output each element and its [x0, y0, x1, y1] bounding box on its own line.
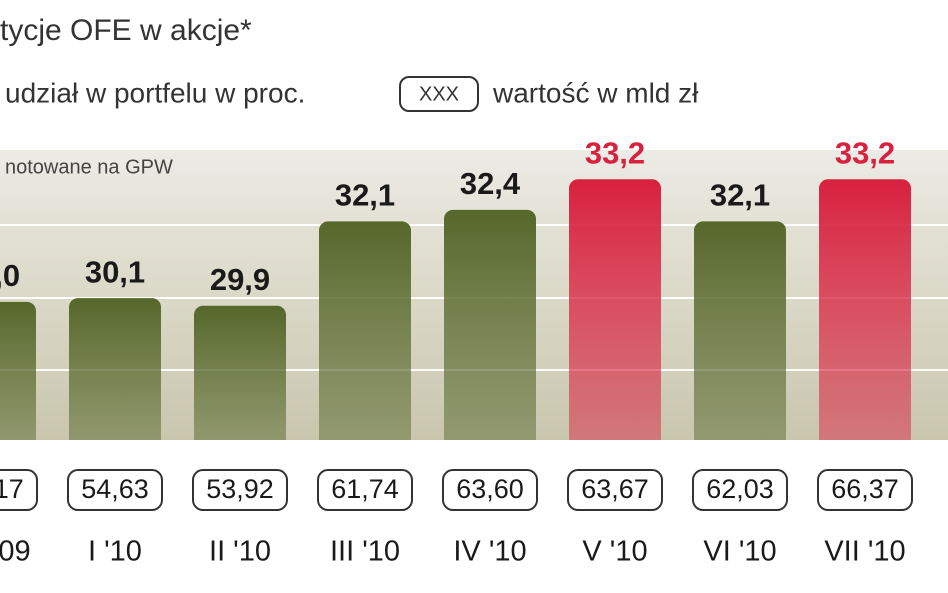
- amount-label: 63,60: [456, 474, 524, 504]
- x-tick-label: V '10: [582, 536, 647, 568]
- legend-box: [399, 76, 479, 112]
- chart-title: tycje OFE w akcje*: [0, 14, 252, 47]
- bar: [194, 305, 286, 452]
- bar: [819, 179, 911, 452]
- baseline-cover: [0, 440, 948, 460]
- bar: [569, 179, 661, 452]
- bar: [694, 221, 786, 452]
- legend-sample: XXX: [419, 83, 459, 105]
- amount-label: 62,03: [706, 474, 774, 504]
- x-tick-label: I '10: [88, 536, 142, 568]
- x-tick-label: IV '10: [453, 536, 526, 568]
- amount-label: 53,92: [206, 474, 274, 504]
- legend-label: udział w portfelu w proc.: [5, 77, 305, 108]
- amount-label: 54,63: [81, 474, 149, 504]
- value-label: 30,0: [0, 258, 20, 293]
- x-tick-label: XII '09: [0, 536, 31, 568]
- amount-label: 63,67: [581, 474, 649, 504]
- amount-box: [317, 469, 413, 511]
- value-label: 30,1: [85, 254, 145, 289]
- bar: [69, 298, 161, 452]
- x-tick-label: III '10: [330, 536, 400, 568]
- amount-label: 66,37: [831, 474, 899, 504]
- amount-box: [192, 469, 288, 511]
- x-tick-label: VI '10: [703, 536, 776, 568]
- value-label: 33,2: [835, 135, 895, 170]
- band-label: notowane na GPW: [5, 156, 173, 178]
- bar: [0, 301, 36, 452]
- value-label: 32,4: [460, 166, 521, 201]
- value-label: 32,1: [710, 178, 770, 213]
- bar: [444, 209, 536, 452]
- amount-box: [0, 469, 38, 511]
- value-label: 32,1: [335, 178, 395, 213]
- legend-label: wartość w mld zł: [492, 77, 699, 108]
- amount-box: [567, 469, 663, 511]
- amount-label: 61,74: [331, 474, 399, 504]
- amount-box: [442, 469, 538, 511]
- value-label: 33,2: [585, 135, 645, 170]
- x-tick-label: VII '10: [824, 536, 905, 568]
- value-label: 29,9: [210, 262, 270, 297]
- x-tick-label: II '10: [209, 536, 271, 568]
- amount-label: 52,17: [0, 474, 24, 504]
- amount-box: [67, 469, 163, 511]
- amount-box: [817, 469, 913, 511]
- amount-box: [692, 469, 788, 511]
- bar: [319, 221, 411, 452]
